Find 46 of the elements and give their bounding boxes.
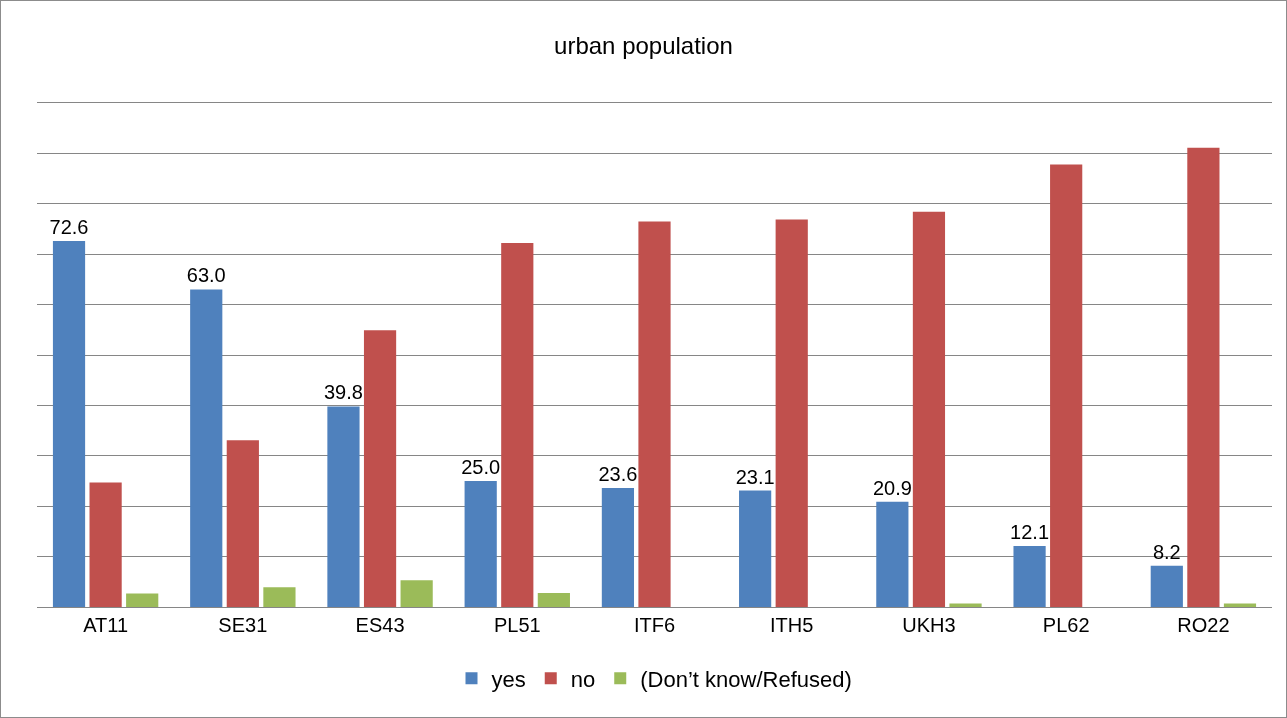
bar bbox=[1013, 546, 1046, 607]
bar bbox=[537, 592, 570, 607]
bar bbox=[501, 243, 534, 607]
x-tick-label: ES43 bbox=[355, 614, 405, 636]
bar bbox=[601, 488, 635, 607]
bar bbox=[775, 219, 808, 607]
legend-label: yes bbox=[491, 666, 526, 692]
data-label: 12.1 bbox=[1010, 521, 1050, 544]
data-label: 8.2 bbox=[1152, 540, 1181, 563]
data-label: 63.0 bbox=[186, 264, 226, 287]
bar bbox=[876, 501, 909, 607]
bar bbox=[464, 481, 497, 607]
data-label: 25.0 bbox=[461, 456, 501, 478]
bar bbox=[190, 289, 223, 607]
data-label: 72.6 bbox=[49, 216, 89, 239]
bar bbox=[739, 490, 772, 607]
data-label: 23.6 bbox=[598, 463, 638, 486]
bar bbox=[400, 580, 433, 607]
x-tick-label: AT11 bbox=[83, 614, 129, 636]
bar bbox=[363, 330, 397, 607]
legend-label: no bbox=[570, 666, 596, 692]
data-label: 23.1 bbox=[735, 465, 775, 488]
x-tick-label: SE31 bbox=[218, 614, 268, 636]
bar bbox=[327, 406, 360, 607]
bar bbox=[949, 603, 982, 607]
x-tick-label: UKH3 bbox=[902, 614, 956, 636]
x-tick-label: RO22 bbox=[1177, 614, 1230, 636]
x-tick-label: PL62 bbox=[1042, 614, 1090, 636]
bar bbox=[638, 221, 671, 607]
legend-label: (Don’t know/Refused) bbox=[640, 666, 852, 692]
bar bbox=[912, 211, 946, 607]
data-label: 39.8 bbox=[323, 381, 363, 404]
bar bbox=[1150, 565, 1183, 607]
chart-title: urban population bbox=[554, 31, 733, 59]
x-tick-label: PL51 bbox=[493, 614, 541, 636]
bar bbox=[126, 593, 159, 607]
bar bbox=[226, 440, 259, 607]
data-label: 20.9 bbox=[872, 476, 912, 499]
bar bbox=[1223, 603, 1257, 607]
x-tick-label: ITF6 bbox=[633, 614, 676, 636]
x-tick-label: ITH5 bbox=[770, 614, 814, 636]
bar bbox=[89, 482, 122, 607]
bar bbox=[52, 241, 86, 607]
bar bbox=[263, 587, 296, 607]
bar bbox=[1187, 147, 1220, 607]
bar bbox=[1050, 164, 1083, 607]
